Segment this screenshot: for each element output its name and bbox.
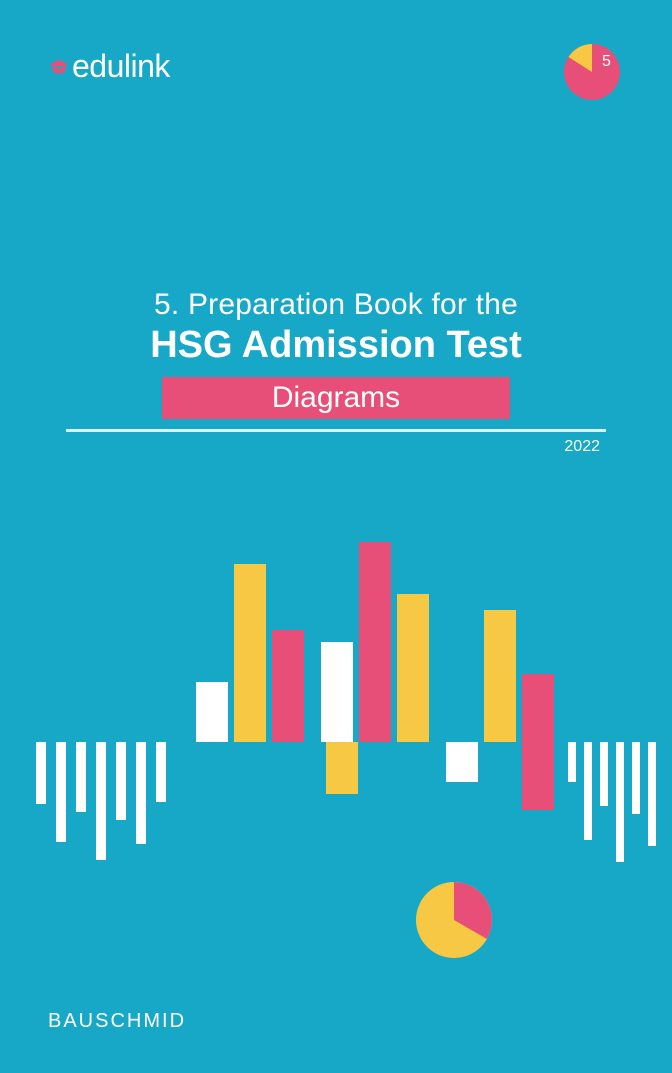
bar [648,742,656,846]
bar [584,742,592,840]
bar [484,610,516,742]
bar-group [36,742,166,860]
bar [116,742,126,820]
bar-group [446,610,554,742]
bar-group [446,742,554,810]
book-cover: edulink 5 5. Preparation Book for the HS… [0,0,672,1073]
year: 2022 [66,438,606,456]
bar-group [321,542,429,742]
bar [56,742,66,842]
title-rule [66,429,606,432]
bar [616,742,624,862]
chart-area [36,540,636,920]
bar [359,542,391,742]
graduation-cap-icon [48,57,70,79]
bar [632,742,640,814]
bar-group [568,742,656,862]
brand-name: edulink [72,48,170,85]
bar [326,742,358,794]
bar [397,594,429,742]
bar [600,742,608,806]
bar [522,674,554,742]
bar [196,682,228,742]
bar-group [196,564,304,742]
publisher: BAUSCHMID [48,1010,186,1033]
bar [446,742,478,782]
brand-logo: edulink [48,48,170,85]
bar [156,742,166,802]
badge-number: 5 [602,53,611,70]
title-line-1: 5. Preparation Book for the [0,288,672,322]
bar [36,742,46,804]
corner-badge: 5 [560,40,624,104]
subtitle-badge: Diagrams [162,377,510,419]
bar-group [326,742,434,794]
bar [522,742,554,810]
bar [76,742,86,812]
bar [96,742,106,860]
bar [321,642,353,742]
pie-chart [416,882,492,958]
title-block: 5. Preparation Book for the HSG Admissio… [0,288,672,456]
bar [568,742,576,782]
bar [234,564,266,742]
bar [136,742,146,844]
bar [272,630,304,742]
title-line-2: HSG Admission Test [0,324,672,367]
